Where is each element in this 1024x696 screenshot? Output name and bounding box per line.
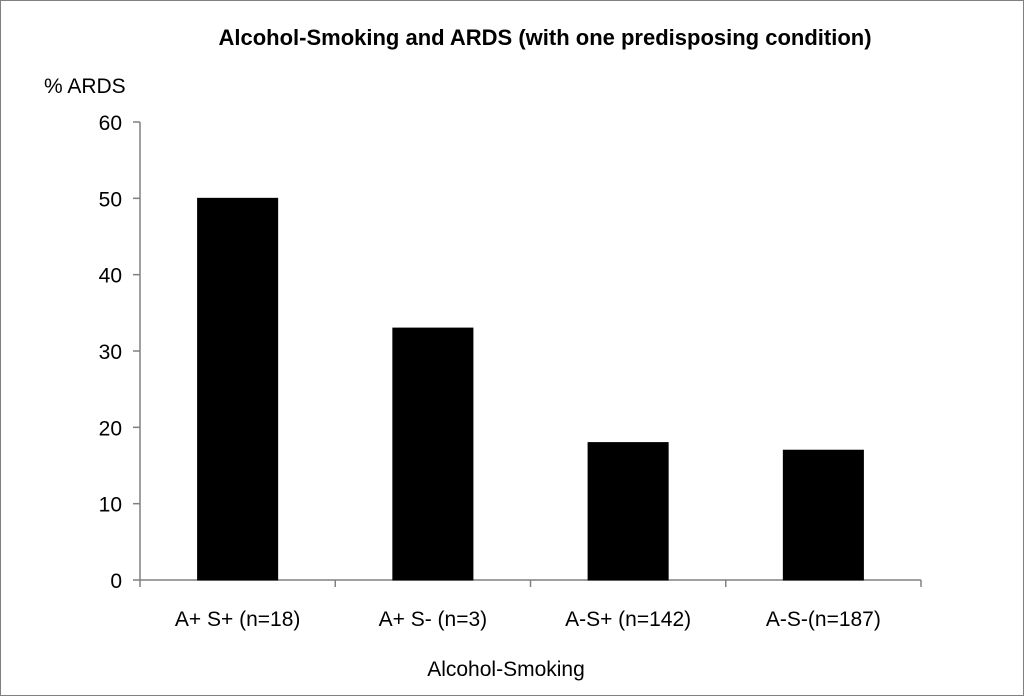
- y-tick-label: 40: [99, 265, 122, 288]
- bar: [587, 442, 669, 581]
- y-tick-label: 60: [99, 112, 122, 135]
- y-tick-label: 30: [99, 341, 122, 364]
- x-tick-label: A+ S- (n=3): [379, 608, 488, 631]
- chart-title: Alcohol-Smoking and ARDS (with one predi…: [218, 25, 871, 50]
- x-tick-label: A-S-(n=187): [766, 608, 881, 631]
- bar: [392, 327, 474, 581]
- y-axis: 0 10 20 30 40 50 60: [99, 112, 141, 593]
- bar: [782, 449, 864, 581]
- y-tick-label: 20: [99, 417, 122, 440]
- x-axis: A+ S+ (n=18) A+ S- (n=3) A-S+ (n=142) A-S-(…: [139, 579, 922, 631]
- bars: [197, 197, 864, 581]
- x-tick-label: A-S+ (n=142): [565, 608, 691, 631]
- y-tick-label: 50: [99, 188, 122, 211]
- bar: [197, 197, 279, 581]
- x-axis-label: Alcohol-Smoking: [427, 658, 585, 681]
- y-axis-label: % ARDS: [44, 75, 126, 98]
- y-tick-label: 10: [99, 494, 122, 517]
- y-tick-label: 0: [110, 570, 122, 593]
- x-tick-label: A+ S+ (n=18): [175, 608, 301, 631]
